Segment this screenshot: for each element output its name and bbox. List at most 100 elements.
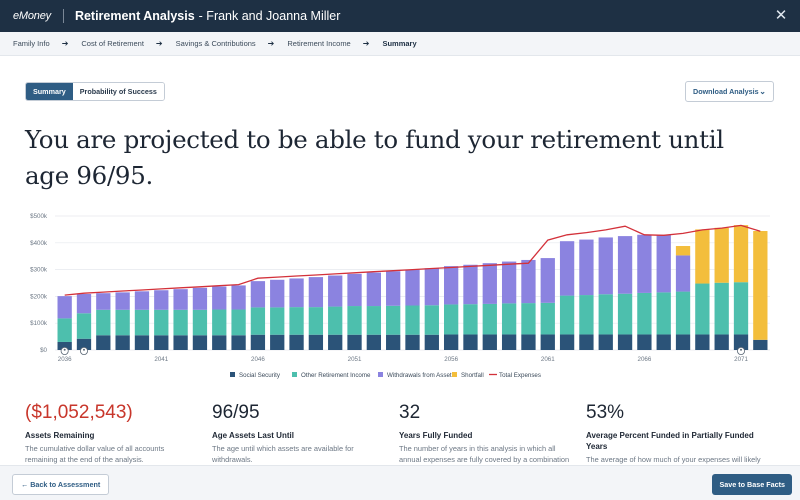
bar-withdrawals xyxy=(424,268,439,306)
bar-withdrawals xyxy=(463,264,478,305)
bar-other-income xyxy=(521,303,536,335)
chevron-down-icon: ⌄ xyxy=(759,87,766,96)
save-to-base-facts-button[interactable]: Save to Base Facts xyxy=(712,474,792,495)
bar-withdrawals xyxy=(521,259,536,304)
bar-social-security xyxy=(386,334,401,350)
bar-withdrawals xyxy=(270,279,285,308)
view-toggle: Summary Probability of Success xyxy=(25,82,165,101)
bar-other-income xyxy=(424,305,439,335)
bar-other-income xyxy=(212,309,227,336)
bar-social-security xyxy=(540,334,555,350)
arrow-right-icon: ➔ xyxy=(267,39,275,48)
title-divider xyxy=(62,9,64,23)
bar-shortfall xyxy=(753,231,768,340)
bar-withdrawals xyxy=(656,234,671,293)
bar-social-security xyxy=(289,334,304,350)
bar-withdrawals xyxy=(308,277,324,308)
stat-value: 53% xyxy=(586,402,625,423)
bar-shortfall xyxy=(695,229,710,284)
bar-other-income xyxy=(579,295,594,335)
bar-withdrawals xyxy=(231,285,246,310)
bar-other-income xyxy=(714,282,729,335)
bar-other-income xyxy=(154,309,169,336)
bar-other-income xyxy=(192,309,208,336)
bar-social-security xyxy=(134,335,150,350)
bar-other-income xyxy=(733,282,749,335)
x-tick-label: 2056 xyxy=(444,356,458,363)
bar-withdrawals xyxy=(598,237,613,295)
stat-value: ($1,052,543) xyxy=(25,402,133,423)
bar-social-security xyxy=(347,334,362,350)
stat-label: Assets Remaining xyxy=(25,431,95,440)
bar-other-income xyxy=(231,309,246,336)
stat-description: The number of years in this analysis in … xyxy=(399,444,570,464)
arrow-left-icon: ← xyxy=(21,480,31,489)
crumb-summary[interactable]: Summary xyxy=(382,39,417,48)
stat-age-assets-last: 96/95 Age Assets Last Until The age unti… xyxy=(212,402,377,465)
emoney-logo: eMoney xyxy=(13,10,51,22)
bar-withdrawals xyxy=(443,266,459,305)
back-label: Back to Assessment xyxy=(30,480,101,489)
bar-social-security xyxy=(675,334,691,350)
bar-withdrawals xyxy=(115,292,130,310)
download-analysis-label: Download Analysis xyxy=(693,87,759,96)
crumb-savings-contributions[interactable]: Savings & Contributions xyxy=(175,39,256,48)
bar-social-security xyxy=(57,341,72,350)
person-marker-icon xyxy=(79,346,88,355)
bar-social-security xyxy=(753,339,768,350)
stat-label: Average Percent Funded in Partially Fund… xyxy=(586,431,754,451)
person-head-icon xyxy=(740,348,743,351)
back-to-assessment-button[interactable]: ← Back to Assessment xyxy=(12,474,110,495)
y-tick-label: $300k xyxy=(30,267,48,274)
bar-social-security xyxy=(96,335,111,350)
summary-content[interactable]: Summary Probability of Success Download … xyxy=(0,57,800,465)
bar-social-security xyxy=(76,338,92,350)
bar-other-income xyxy=(289,307,304,335)
bar-other-income xyxy=(656,292,671,335)
bar-other-income xyxy=(366,306,382,335)
crumb-family-info[interactable]: Family Info xyxy=(13,39,50,48)
person-marker-icon xyxy=(737,346,746,355)
bar-other-income xyxy=(695,283,710,335)
x-tick-label: 2041 xyxy=(154,356,168,363)
bar-withdrawals xyxy=(173,289,188,310)
bar-withdrawals xyxy=(501,261,517,304)
bar-withdrawals xyxy=(192,287,208,310)
tab-probability-of-success[interactable]: Probability of Success xyxy=(72,83,164,100)
bar-social-security xyxy=(231,335,246,350)
bar-social-security xyxy=(579,334,594,350)
bar-other-income xyxy=(598,294,613,335)
bar-social-security xyxy=(482,334,497,350)
person-head-icon xyxy=(82,348,85,351)
bar-other-income xyxy=(270,307,285,335)
crumb-cost-of-retirement[interactable]: Cost of Retirement xyxy=(81,39,144,48)
close-icon[interactable]: ✕ xyxy=(774,7,788,24)
title-bar: eMoney Retirement Analysis - Frank and J… xyxy=(0,0,800,32)
app-title: Retirement Analysis xyxy=(74,9,195,23)
legend-swatch xyxy=(292,372,297,377)
legend-label: Withdrawals from Assets xyxy=(387,372,455,379)
bar-social-security xyxy=(154,335,169,350)
legend-label: Other Retirement Income xyxy=(301,372,371,379)
bar-social-security xyxy=(424,334,439,350)
bar-withdrawals xyxy=(386,271,401,306)
stat-years-fully-funded: 32 Years Fully Funded The number of year… xyxy=(399,402,574,465)
bar-other-income xyxy=(617,293,633,335)
crumb-retirement-income[interactable]: Retirement Income xyxy=(287,39,351,48)
footer-bar: ← Back to Assessment Save to Base Facts xyxy=(0,465,800,500)
download-analysis-button[interactable]: Download Analysis ⌄ xyxy=(685,81,774,102)
bar-withdrawals xyxy=(154,290,169,310)
bar-shortfall xyxy=(675,246,691,256)
stat-description: The age until which assets are available… xyxy=(212,444,354,464)
stat-value: 32 xyxy=(399,402,421,423)
bar-other-income xyxy=(463,304,478,335)
bar-withdrawals xyxy=(212,286,227,310)
tab-summary[interactable]: Summary xyxy=(26,83,73,100)
x-tick-label: 2071 xyxy=(734,356,748,363)
x-tick-label: 2066 xyxy=(638,356,652,363)
bar-social-security xyxy=(270,334,285,350)
y-tick-label: $100k xyxy=(30,320,48,327)
bar-social-security xyxy=(443,334,459,350)
bar-other-income xyxy=(250,307,266,335)
arrow-right-icon: ➔ xyxy=(362,39,370,48)
